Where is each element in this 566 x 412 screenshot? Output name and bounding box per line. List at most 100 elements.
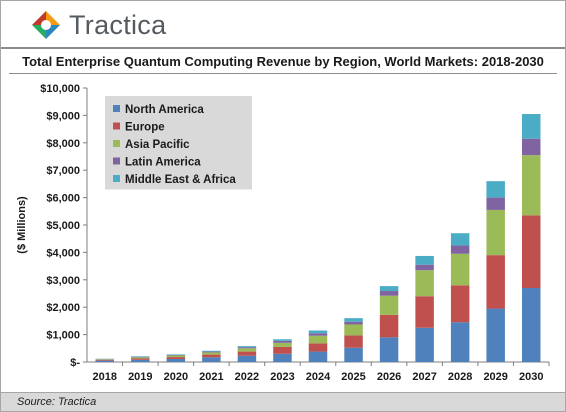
y-tick-label: $5,000: [46, 220, 80, 232]
bar-segment: [486, 181, 505, 198]
x-tick-label: 2024: [306, 371, 331, 383]
bar-segment: [95, 360, 115, 362]
y-tick-label: $1,000: [46, 330, 80, 342]
bar-segment: [521, 215, 541, 289]
bar-segment: [308, 335, 328, 344]
bar-segment: [202, 357, 221, 362]
bar-segment: [415, 327, 434, 362]
y-tick-label: $7,000: [46, 165, 80, 177]
bar-segment: [308, 333, 328, 336]
y-axis-title: ($ Millions): [16, 196, 28, 254]
header-divider: [1, 47, 565, 49]
source-footer: Source: Tractica: [1, 392, 565, 411]
bar-segment: [202, 352, 221, 355]
bar-segment: [202, 350, 221, 352]
x-tick-label: 2018: [93, 371, 117, 383]
bar-segment: [202, 351, 221, 353]
x-tick-label: 2019: [128, 371, 152, 383]
bar-segment: [415, 264, 434, 271]
bar-segment: [486, 308, 505, 362]
bar-segment: [202, 354, 221, 358]
x-tick-label: 2021: [199, 371, 223, 383]
bar-segment: [344, 347, 363, 362]
bar-segment: [415, 255, 434, 265]
bar-segment: [273, 339, 292, 341]
bar-segment: [131, 359, 150, 362]
legend-label: North America: [125, 104, 204, 116]
bar-segment: [166, 354, 186, 356]
brand-header: Tractica: [31, 7, 166, 43]
brand-name: Tractica: [69, 9, 167, 40]
bar-segment: [166, 355, 186, 358]
y-tick-label: $10,000: [40, 83, 80, 95]
legend-swatch: [113, 105, 120, 112]
x-tick-label: 2023: [270, 371, 294, 383]
bar-segment: [521, 138, 541, 156]
bar-segment: [450, 322, 470, 362]
legend-swatch: [113, 140, 120, 147]
title-divider: [9, 73, 557, 74]
bar-segment: [273, 346, 292, 354]
x-tick-label: 2020: [164, 371, 188, 383]
bar-segment: [166, 354, 186, 355]
bar-segment: [379, 286, 399, 292]
y-tick-label: $-: [70, 357, 80, 369]
bar-segment: [344, 321, 363, 325]
bar-segment: [344, 335, 363, 348]
bar-segment: [344, 318, 363, 322]
bar-segment: [379, 314, 399, 338]
bar-segment: [415, 296, 434, 328]
bar-segment: [166, 358, 186, 362]
legend-box: [105, 96, 252, 190]
bar-segment: [379, 291, 399, 296]
bar-segment: [308, 343, 328, 352]
legend-label: Europe: [125, 122, 165, 134]
source-note: Source: Tractica: [17, 396, 97, 408]
legend-label: Middle East & Africa: [125, 174, 236, 186]
chart-title: Total Enterprise Quantum Computing Reven…: [22, 54, 544, 69]
x-tick-label: 2022: [235, 371, 259, 383]
bar-segment: [450, 245, 470, 254]
tractica-logo-icon: [32, 11, 60, 39]
bar-segment: [273, 342, 292, 347]
legend-swatch: [113, 157, 120, 165]
y-tick-label: $6,000: [46, 193, 80, 205]
legend-swatch: [113, 122, 120, 130]
bar-segment: [415, 270, 434, 297]
bar-segment: [131, 356, 150, 358]
bar-segment: [486, 197, 505, 210]
bar-segment: [131, 357, 150, 359]
y-tick-label: $8,000: [46, 138, 80, 150]
stacked-bar-chart: $- $1,000 $2,000 $3,000 $4,000 $5,000 $6,000 $7…: [16, 83, 550, 383]
x-tick-label: 2029: [483, 371, 507, 383]
x-tick-label: 2026: [377, 371, 401, 383]
bar-segment: [486, 255, 505, 309]
legend-label: Latin America: [125, 157, 201, 169]
bar-segment: [273, 340, 292, 343]
x-tick-label: 2025: [341, 371, 365, 383]
bar-segment: [237, 351, 257, 356]
y-tick-label: $2,000: [46, 302, 80, 314]
bar-segment: [237, 348, 257, 352]
bar-segment: [237, 347, 257, 349]
bar-segment: [237, 355, 257, 362]
bar-segment: [450, 285, 470, 323]
bar-segment: [379, 295, 399, 315]
y-tick-label: $9,000: [46, 110, 80, 122]
bar-segment: [308, 351, 328, 362]
bar-segment: [379, 337, 399, 362]
legend-swatch: [113, 175, 120, 182]
bar-segment: [450, 253, 470, 286]
bar-segment: [166, 357, 186, 359]
bar-segment: [95, 359, 115, 360]
bar-segment: [131, 356, 150, 357]
legend-label: Asia Pacific: [125, 139, 190, 151]
x-tick-label: 2030: [519, 371, 543, 383]
x-tick-label: 2028: [448, 371, 472, 383]
bar-segment: [131, 358, 150, 360]
bar-segment: [486, 209, 505, 256]
bar-segment: [521, 288, 541, 362]
bar-segment: [273, 353, 292, 362]
bar-segment: [344, 324, 363, 336]
